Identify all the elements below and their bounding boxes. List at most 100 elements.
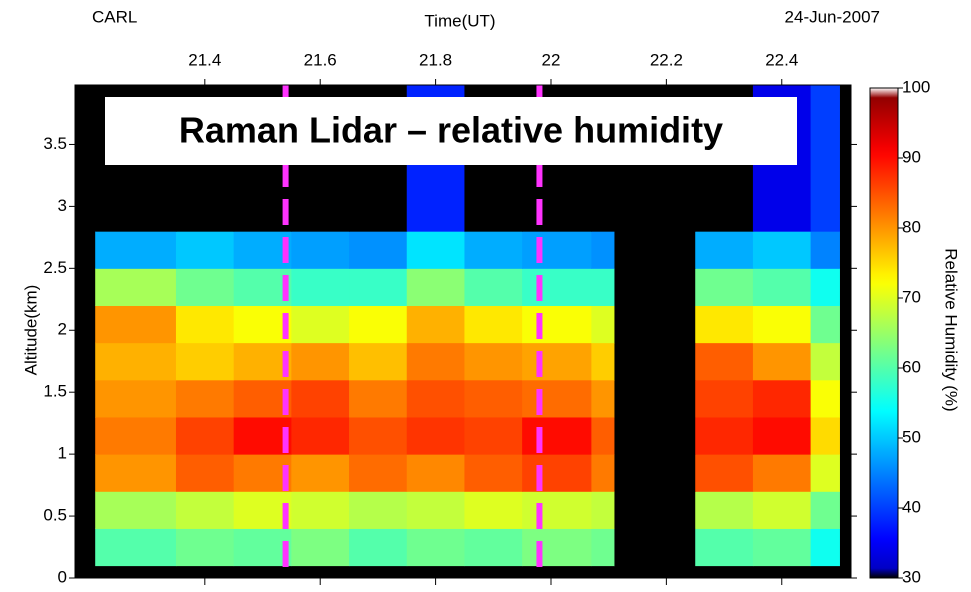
heat-cell: [614, 379, 696, 418]
heat-cell: [406, 565, 465, 579]
heat-cell: [406, 231, 465, 269]
heat-cell: [464, 528, 523, 567]
heat-cell: [614, 231, 696, 269]
heat-cell: [464, 342, 523, 381]
heat-cell: [349, 342, 408, 381]
heat-cell: [614, 528, 696, 567]
colorbar-tick-label: 30: [902, 567, 921, 586]
heat-cell: [349, 305, 408, 344]
x-tick-label: 22.4: [765, 50, 798, 69]
heat-cell: [752, 565, 812, 579]
heat-cell: [810, 565, 840, 579]
heat-cell: [175, 454, 235, 492]
heat-cell: [233, 379, 292, 418]
heat-cell: [291, 565, 350, 579]
heat-cell: [464, 491, 523, 529]
heat-cell: [95, 416, 177, 455]
heat-cell: [591, 454, 615, 492]
y-tick-label: 3.5: [43, 134, 67, 153]
colorbar-tick-label: 70: [902, 287, 921, 306]
heat-cell: [810, 528, 840, 567]
heat-cell: [349, 491, 408, 529]
heat-cell: [349, 565, 408, 579]
heat-cell: [591, 565, 615, 579]
heat-cell: [695, 454, 754, 492]
heat-cell: [522, 416, 592, 455]
heat-cell: [464, 565, 523, 579]
date-label: 24-Jun-2007: [785, 7, 880, 26]
heat-cell: [810, 416, 840, 455]
x-tick-label: 21.8: [419, 50, 452, 69]
heat-cell: [522, 528, 592, 567]
heat-cell: [406, 342, 465, 381]
heat-cell: [614, 454, 696, 492]
heat-cell: [695, 565, 754, 579]
x-tick-label: 21.6: [304, 50, 337, 69]
heat-cell: [349, 416, 408, 455]
colorbar-tick-label: 80: [902, 217, 921, 236]
x-tick-label: 22: [542, 50, 561, 69]
heat-cell: [349, 454, 408, 492]
heat-cell: [291, 379, 350, 418]
heat-cell: [464, 231, 523, 269]
heat-cell: [175, 528, 235, 567]
colorbar-tick-label: 90: [902, 147, 921, 166]
colorbar-tick-label: 60: [902, 357, 921, 376]
heat-cell: [291, 342, 350, 381]
x-tick-label: 21.4: [188, 50, 221, 69]
heat-cell: [233, 268, 292, 306]
heat-cell: [291, 416, 350, 455]
heat-cell: [522, 268, 592, 306]
heat-cell: [175, 565, 235, 579]
heat-cell: [95, 491, 177, 529]
heat-cell: [291, 305, 350, 344]
heat-cell: [95, 565, 177, 579]
heat-cell: [695, 231, 754, 269]
heat-cell: [175, 231, 235, 269]
heat-cell: [233, 491, 292, 529]
heat-cell: [233, 565, 292, 579]
heat-cell: [233, 231, 292, 269]
heat-cell: [464, 305, 523, 344]
heat-cell: [614, 268, 696, 306]
heat-cell: [810, 454, 840, 492]
y-tick-label: 1: [58, 444, 67, 463]
heat-cell: [810, 268, 840, 306]
heat-cell: [406, 268, 465, 306]
y-axis-label: Altitude(km): [21, 285, 40, 376]
heat-cell: [752, 342, 812, 381]
heat-cell: [614, 565, 696, 579]
heat-cell: [591, 528, 615, 567]
heat-cell: [752, 491, 812, 529]
x-tick-label: 22.2: [650, 50, 683, 69]
heat-cell: [95, 268, 177, 306]
heat-cell: [464, 268, 523, 306]
heat-cell: [233, 342, 292, 381]
chart-title: Raman Lidar – relative humidity: [179, 110, 723, 151]
heat-cell: [591, 491, 615, 529]
x-axis-label: Time(UT): [424, 11, 495, 30]
heat-cell: [175, 416, 235, 455]
heat-cell: [695, 268, 754, 306]
heat-cell: [406, 491, 465, 529]
heat-cell: [752, 528, 812, 567]
heat-cell: [291, 268, 350, 306]
heat-cell: [614, 342, 696, 381]
heat-cell: [810, 379, 840, 418]
heat-cell: [695, 491, 754, 529]
heat-cell: [95, 528, 177, 567]
colorbar-tick-label: 50: [902, 427, 921, 446]
heat-cell: [695, 379, 754, 418]
heat-cell: [95, 305, 177, 344]
heat-cell: [695, 305, 754, 344]
heat-cell: [175, 491, 235, 529]
heat-cell: [406, 416, 465, 455]
heat-cell: [233, 528, 292, 567]
y-tick-label: 0.5: [43, 506, 67, 525]
heat-cell: [175, 268, 235, 306]
colorbar-tick-label: 100: [902, 77, 930, 96]
heat-cell: [95, 342, 177, 381]
heat-cell: [233, 305, 292, 344]
y-tick-label: 1.5: [43, 382, 67, 401]
heat-cell: [291, 528, 350, 567]
